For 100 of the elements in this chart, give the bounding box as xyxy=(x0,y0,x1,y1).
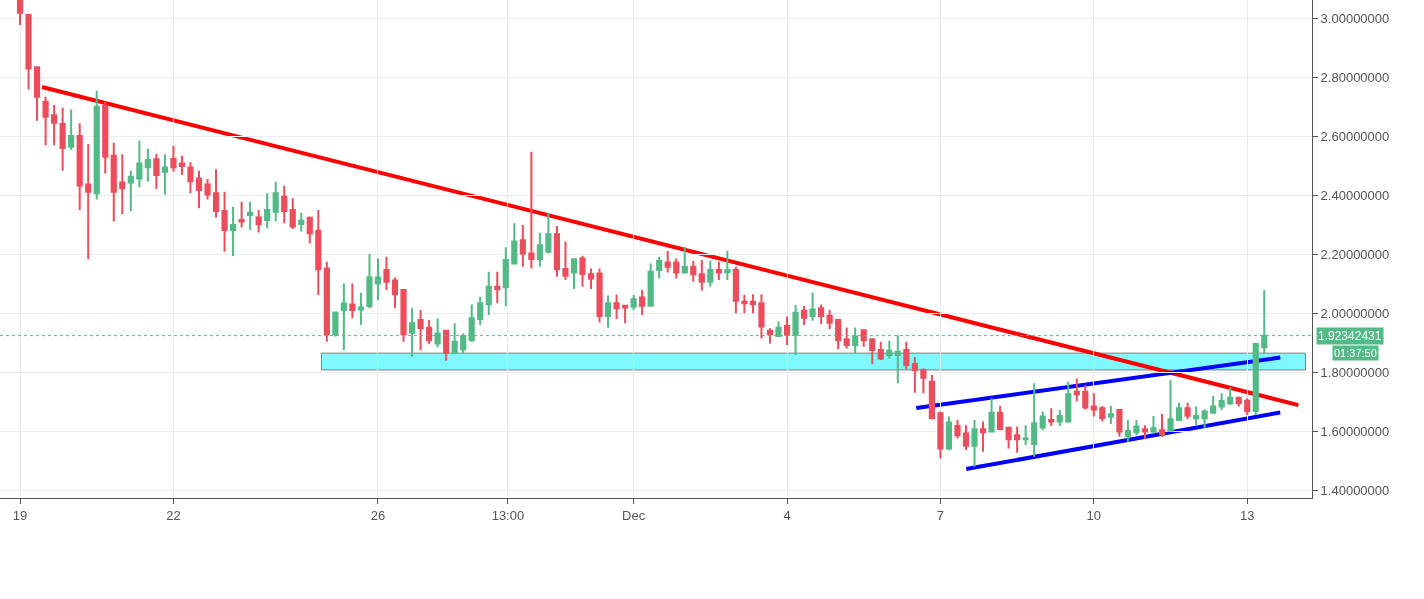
candlestick xyxy=(443,329,450,362)
candlestick xyxy=(835,318,842,351)
candlestick xyxy=(212,168,220,219)
candlestick xyxy=(1201,408,1208,430)
candlestick xyxy=(843,326,850,350)
candlestick xyxy=(724,249,731,281)
candlestick xyxy=(928,373,935,420)
x-tick-label: 13:00 xyxy=(491,507,525,523)
x-tick-label: 26 xyxy=(370,507,386,523)
candlestick xyxy=(1244,397,1251,417)
candlestick xyxy=(954,419,961,440)
x-tick-label: 10 xyxy=(1086,507,1102,523)
text: 01:37:50 xyxy=(1334,347,1377,359)
candlestick xyxy=(877,340,884,361)
candlestick xyxy=(357,291,365,327)
candlestick xyxy=(604,294,612,329)
candlestick xyxy=(758,293,765,340)
candlestick xyxy=(1218,392,1225,412)
candlestick xyxy=(1116,409,1123,438)
candlestick xyxy=(315,209,322,297)
candlestick xyxy=(289,197,296,230)
candlestick xyxy=(656,255,663,280)
candlestick xyxy=(766,327,774,345)
candlestick xyxy=(1141,424,1149,441)
candlestick xyxy=(1175,401,1183,422)
candlestick xyxy=(553,224,561,278)
candlestick xyxy=(1184,401,1191,421)
candlestick xyxy=(971,419,978,468)
y-tick-label: 2.00000000 xyxy=(1320,305,1390,321)
candlestick xyxy=(639,289,646,317)
candlestick xyxy=(195,169,203,210)
candlestick xyxy=(494,270,501,305)
candlestick xyxy=(920,367,927,395)
candlestick xyxy=(1056,409,1063,428)
x-tick-label: 22 xyxy=(166,507,181,523)
candlestick xyxy=(426,319,433,346)
candlestick xyxy=(690,260,697,283)
candlestick xyxy=(119,153,126,215)
candlestick xyxy=(93,89,100,201)
candlestick xyxy=(962,424,970,451)
candlestick xyxy=(1065,380,1072,423)
candlestick xyxy=(1099,404,1106,423)
candlestick xyxy=(230,205,237,258)
candlestick xyxy=(264,192,271,230)
candlestick xyxy=(374,257,382,302)
candlestick xyxy=(545,211,552,255)
candlestick xyxy=(945,415,953,451)
candlestick xyxy=(715,260,722,281)
candlestick xyxy=(323,260,330,343)
candlestick xyxy=(536,231,543,268)
candlestick xyxy=(127,169,134,212)
y-tick-label: 2.80000000 xyxy=(1320,69,1390,85)
ref-line-label: 1.92342431 xyxy=(1318,329,1382,343)
y-tick-label: 2.60000000 xyxy=(1320,128,1390,144)
candlestick xyxy=(622,304,629,325)
candlestick xyxy=(383,255,390,292)
candlestick xyxy=(1022,424,1029,446)
candlestick xyxy=(903,340,910,371)
x-tick-label: 4 xyxy=(783,507,791,523)
candlestick xyxy=(562,240,569,281)
x-tick-label: 19 xyxy=(12,507,28,523)
candlestick xyxy=(59,106,66,172)
candlestick xyxy=(51,104,58,147)
candlestick xyxy=(519,224,526,268)
candlestick xyxy=(1252,343,1259,417)
y-tick-label: 2.20000000 xyxy=(1320,246,1390,262)
candlestick xyxy=(170,144,177,173)
candlestick xyxy=(485,270,492,317)
candlestick xyxy=(502,246,509,307)
candlestick xyxy=(647,262,654,307)
candlestick xyxy=(1005,426,1012,450)
candlestick xyxy=(1210,394,1217,415)
candlestick xyxy=(187,161,194,195)
candlestick xyxy=(76,122,83,212)
candlestick xyxy=(85,142,92,261)
x-tick-label: 13 xyxy=(1240,507,1255,523)
candlestick xyxy=(68,108,75,151)
candlestick xyxy=(886,339,893,360)
x-tick-label: 7 xyxy=(936,507,945,523)
candlestick xyxy=(1235,395,1242,408)
candlestick xyxy=(732,265,739,315)
candlestick xyxy=(33,66,41,122)
candlestick xyxy=(1014,425,1021,454)
candlestick xyxy=(102,100,109,175)
y-tick-label: 1.60000000 xyxy=(1320,423,1390,439)
candlestick xyxy=(596,267,603,324)
candlestick xyxy=(1124,419,1132,443)
candlestick xyxy=(1107,404,1114,425)
candlestick xyxy=(818,303,825,325)
y-tick-label: 1.80000000 xyxy=(1320,364,1390,380)
candlestick xyxy=(1082,384,1089,411)
candlestick xyxy=(1193,405,1200,427)
candlestick xyxy=(110,141,117,223)
candlestick xyxy=(298,211,305,233)
candlestick xyxy=(1133,419,1140,437)
y-tick-label: 1.40000000 xyxy=(1320,482,1390,498)
candlestick xyxy=(1073,377,1080,403)
candlestick xyxy=(42,95,49,147)
candlestick xyxy=(477,295,484,327)
candlestick xyxy=(178,154,186,176)
